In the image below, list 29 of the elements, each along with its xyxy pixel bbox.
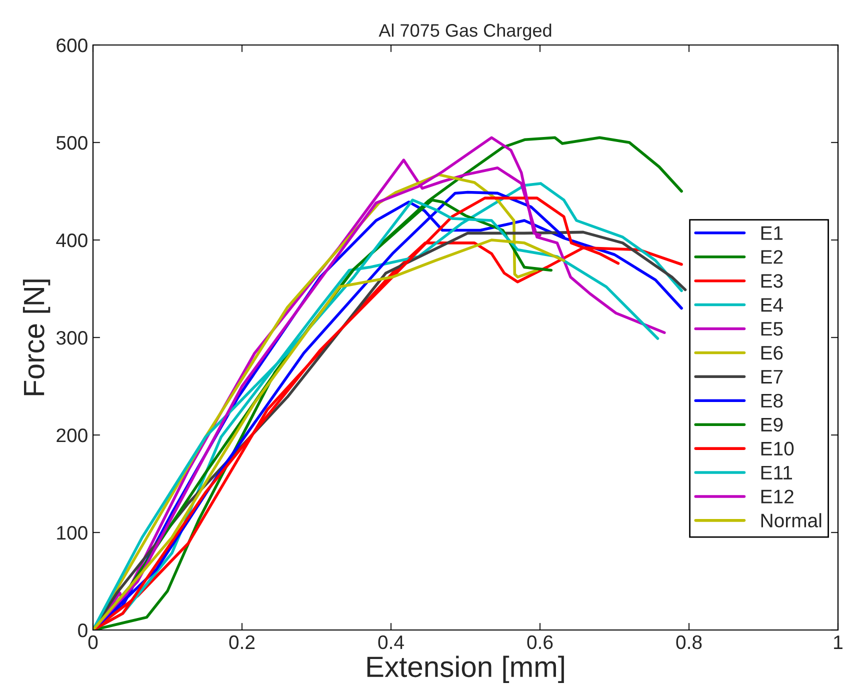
legend-label: E3 bbox=[761, 274, 783, 288]
y-tick-label: 100 bbox=[57, 526, 88, 540]
x-tick-label: 0.8 bbox=[676, 635, 702, 650]
y-tick-label: 600 bbox=[56, 38, 88, 52]
legend-label: E1 bbox=[761, 226, 783, 240]
legend-label: E11 bbox=[761, 466, 792, 480]
y-tick-label: 200 bbox=[56, 428, 88, 442]
legend-label: E8 bbox=[761, 394, 783, 408]
x-axis-title: Extension [mm] bbox=[367, 656, 564, 683]
x-tick-label: 0 bbox=[88, 635, 98, 650]
x-tick-label: 0.6 bbox=[527, 635, 553, 650]
legend-label: E12 bbox=[761, 490, 794, 504]
legend-label: E7 bbox=[761, 370, 783, 384]
legend-label: E9 bbox=[761, 418, 783, 432]
y-tick-label: 0 bbox=[78, 623, 88, 638]
legend-label: E4 bbox=[761, 298, 783, 312]
legend-label: E2 bbox=[761, 250, 783, 264]
chart-title: Al 7075 Gas Charged bbox=[378, 24, 552, 40]
y-tick-label: 300 bbox=[56, 330, 88, 345]
legend-label: Normal bbox=[761, 513, 822, 528]
legend-label: E10 bbox=[761, 442, 794, 456]
y-axis-title: Force [N] bbox=[22, 280, 50, 396]
x-tick-label: 1 bbox=[834, 636, 842, 649]
y-tick-label: 400 bbox=[56, 233, 88, 248]
y-tick-label: 500 bbox=[56, 136, 88, 150]
x-tick-label: 0.2 bbox=[229, 635, 255, 650]
x-tick-label: 0.4 bbox=[378, 635, 404, 650]
legend-label: E6 bbox=[761, 346, 783, 360]
legend-label: E5 bbox=[761, 322, 783, 336]
